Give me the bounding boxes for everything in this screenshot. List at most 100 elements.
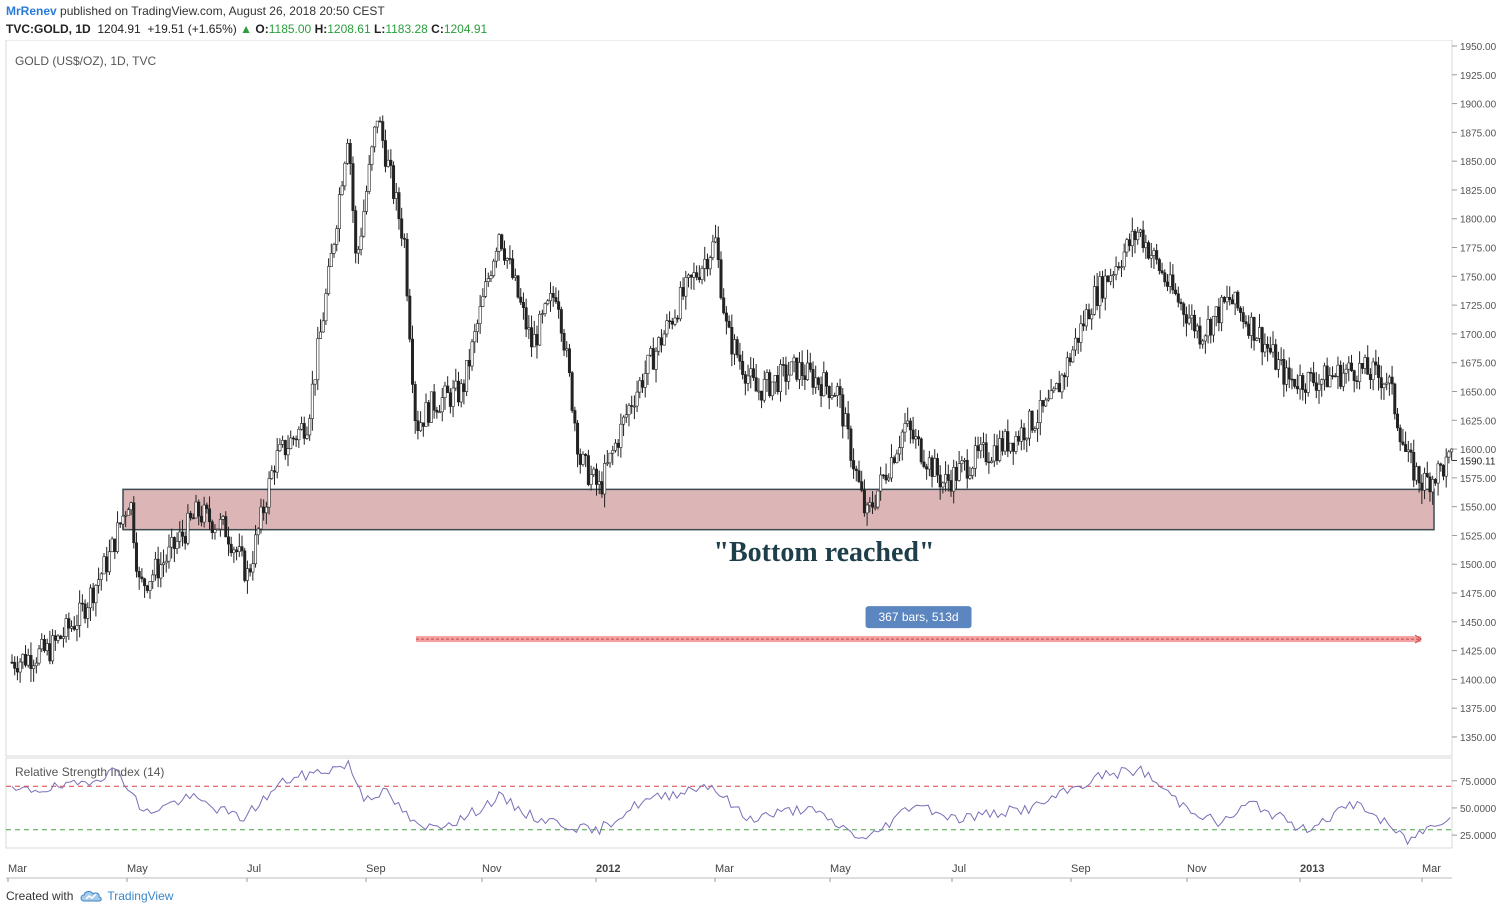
candle-body <box>1152 250 1156 256</box>
candle-body <box>1303 389 1307 393</box>
candle-body <box>578 453 582 465</box>
candle-body <box>549 293 553 302</box>
candle-body <box>226 536 230 545</box>
candle-body <box>971 468 975 476</box>
candle-body <box>554 297 558 302</box>
candle-body <box>935 458 939 476</box>
candle-body <box>1349 362 1353 371</box>
candle-body <box>286 448 290 456</box>
candle-body <box>846 413 850 430</box>
candle-body <box>1341 372 1345 387</box>
candle-body <box>1160 270 1164 274</box>
candle-body <box>75 625 79 630</box>
candle-body <box>1439 463 1443 466</box>
candle-body <box>178 531 182 542</box>
candle-body <box>148 581 152 591</box>
candle-body <box>229 543 233 554</box>
price-tick-label: 1875.00 <box>1460 128 1497 139</box>
candle-body <box>405 238 409 297</box>
candle-body <box>1011 442 1015 452</box>
candle-body <box>879 474 883 492</box>
candle-body <box>440 397 444 413</box>
candle-body <box>830 395 834 399</box>
candle-body <box>516 275 520 298</box>
candle-body <box>416 420 420 431</box>
candle-body <box>938 474 942 488</box>
candle-body <box>960 460 964 464</box>
candle-body <box>72 626 76 630</box>
candle-body <box>1076 337 1080 343</box>
candle-body <box>1287 367 1291 380</box>
candle-body <box>957 463 961 481</box>
last-price: 1204.91 <box>97 22 141 36</box>
candle-body <box>795 357 799 380</box>
candle-body <box>841 394 845 427</box>
candle-body <box>521 302 525 308</box>
candle-body <box>965 459 969 479</box>
candle-body <box>567 348 571 373</box>
candle-body <box>1138 229 1142 233</box>
time-tick-label: Jul <box>952 863 966 875</box>
candle-body <box>873 506 877 509</box>
candle-body <box>927 457 931 470</box>
candle-body <box>1249 316 1253 336</box>
candle-body <box>402 237 406 240</box>
candle-body <box>849 428 853 461</box>
candle-body <box>278 444 282 452</box>
low-value: 1183.28 <box>385 22 428 36</box>
candle-body <box>1106 275 1110 282</box>
candle-body <box>557 301 561 310</box>
candle-body <box>389 159 393 166</box>
candle-body <box>946 474 950 481</box>
candle-body <box>1255 338 1259 341</box>
author-link[interactable]: MrRenev <box>6 4 57 18</box>
candle-body <box>156 558 160 579</box>
candle-body <box>570 372 574 411</box>
candle-body <box>597 481 601 485</box>
time-tick-label: Jul <box>247 863 261 875</box>
price-chart[interactable]: 1350.00 1375.00 1400.00 1425.00 1450.00 1475.… <box>0 40 1510 882</box>
candle-body <box>327 266 331 294</box>
candle-body <box>297 428 301 441</box>
candle-body <box>803 375 807 380</box>
candle-body <box>630 405 634 407</box>
time-tick-label: Sep <box>1071 863 1091 875</box>
candle-body <box>922 461 926 467</box>
candle-body <box>900 431 904 448</box>
candle-body <box>1433 479 1437 484</box>
candles-group <box>10 115 1454 683</box>
candle-body <box>1401 441 1405 445</box>
candle-body <box>565 348 569 351</box>
candle-body <box>1014 436 1018 452</box>
candle-body <box>210 521 214 533</box>
candle-body <box>145 585 149 591</box>
tradingview-link[interactable]: TradingView <box>79 889 173 903</box>
candle-body <box>1366 357 1370 375</box>
candle-body <box>716 237 720 261</box>
price-tick-label: 1350.00 <box>1460 733 1497 744</box>
time-tick-label: Mar <box>1422 863 1441 875</box>
candle-body <box>1203 335 1207 342</box>
candle-body <box>559 309 563 334</box>
candle-body <box>419 422 423 431</box>
candle-body <box>132 502 136 544</box>
candle-body <box>611 450 615 454</box>
candle-body <box>340 185 344 195</box>
candle-body <box>760 390 764 401</box>
candle-body <box>386 159 390 167</box>
candle-body <box>659 337 663 346</box>
candle-body <box>151 574 155 582</box>
candle-body <box>1355 380 1359 382</box>
candle-body <box>1428 476 1432 493</box>
candle-body <box>137 571 141 578</box>
candle-body <box>1228 296 1232 300</box>
support-zone <box>122 488 1435 531</box>
candle-body <box>1393 383 1397 415</box>
candle-body <box>976 445 980 452</box>
candle-body <box>254 534 258 565</box>
candle-body <box>781 364 785 366</box>
candle-body <box>1336 364 1340 377</box>
candle-body <box>770 381 774 396</box>
rsi-tick-label: 50.0000 <box>1460 804 1497 815</box>
price-tick-label: 1925.00 <box>1460 71 1497 82</box>
